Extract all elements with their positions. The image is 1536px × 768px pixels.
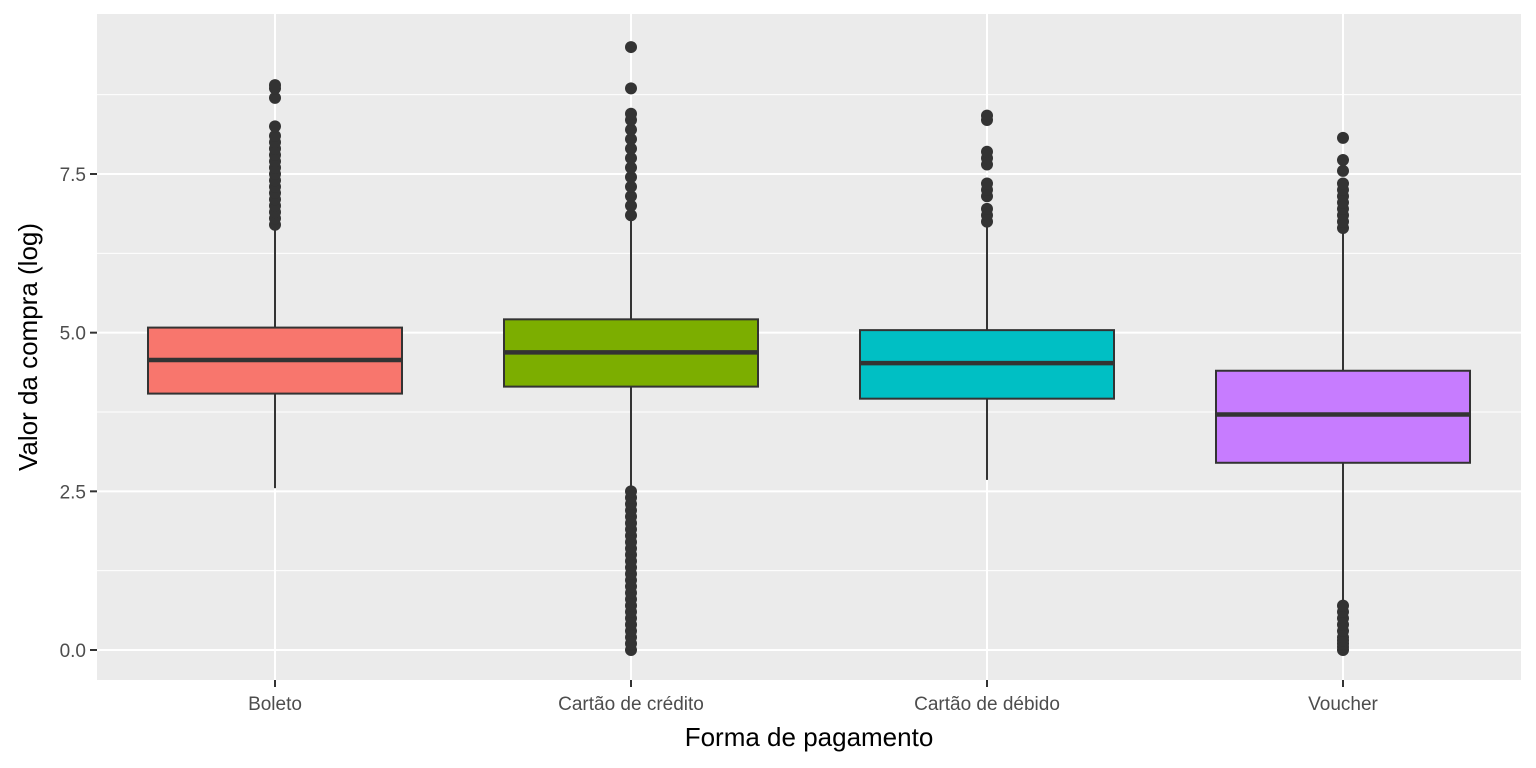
outlier-point: [625, 199, 637, 212]
outlier-point: [269, 129, 281, 142]
grid-minor: [97, 94, 1521, 572]
y-axis-title: Valor da compra (log): [13, 223, 43, 471]
y-tick-label: 5.0: [60, 324, 86, 345]
outlier-point: [625, 82, 637, 95]
outlier-point: [1337, 177, 1349, 190]
boxes: [147, 41, 1471, 656]
x-axis: Boleto Cartão de crédito Cartão de débido V…: [248, 680, 1379, 715]
outlier-point: [981, 145, 993, 158]
outlier-point: [625, 142, 637, 155]
box-group: [147, 79, 403, 489]
outlier-point: [625, 180, 637, 193]
outlier-point: [625, 209, 637, 222]
x-tick-label: Boleto: [248, 694, 302, 715]
outlier-point: [1337, 154, 1349, 167]
x-tick-label: Cartão de crédito: [558, 694, 704, 715]
outlier-point: [625, 190, 637, 203]
outlier-point: [625, 485, 637, 498]
outlier-point: [981, 202, 993, 215]
outlier-point: [1337, 164, 1349, 177]
outlier-point: [269, 91, 281, 104]
outlier-point: [625, 161, 637, 174]
y-tick-label: 7.5: [60, 165, 86, 186]
outlier-point: [625, 133, 637, 146]
x-tick-label: Voucher: [1308, 694, 1378, 715]
y-axis: 0.0 2.5 5.0 7.5: [60, 165, 97, 662]
x-axis-title: Forma de pagamento: [685, 722, 934, 752]
outlier-point: [1337, 131, 1349, 144]
outlier-point: [625, 107, 637, 120]
outlier-point: [625, 171, 637, 184]
x-tick-label: Cartão de débido: [914, 694, 1060, 715]
outlier-point: [981, 177, 993, 190]
y-tick-label: 2.5: [60, 482, 86, 503]
outlier-point: [625, 123, 637, 136]
outlier-point: [269, 79, 281, 92]
outlier-point: [1337, 599, 1349, 612]
outlier-point: [981, 109, 993, 122]
box-group: [503, 41, 759, 656]
box-group: [859, 109, 1115, 480]
y-tick-label: 0.0: [60, 641, 86, 662]
box-group: [1215, 131, 1471, 656]
outlier-point: [625, 41, 637, 54]
outlier-point: [625, 152, 637, 165]
outlier-point: [269, 120, 281, 133]
